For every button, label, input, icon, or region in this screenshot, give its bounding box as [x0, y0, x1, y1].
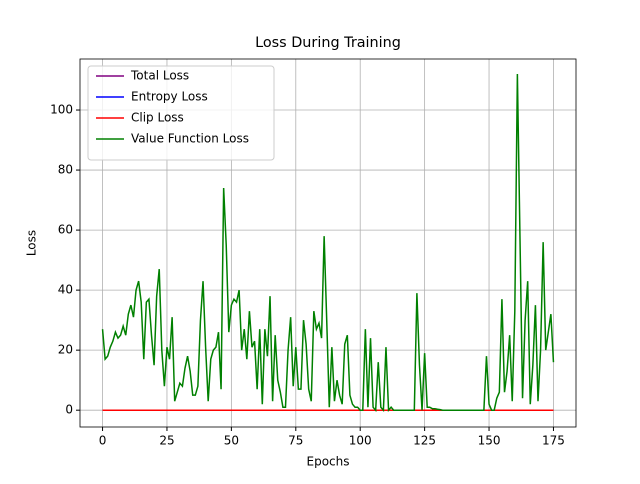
x-tick-label: 0 [99, 434, 107, 448]
legend-box [87, 65, 275, 161]
legend-label: Clip Loss [131, 111, 184, 125]
x-tick-label: 25 [159, 434, 174, 448]
y-tick-label: 0 [65, 403, 73, 417]
y-tick-label: 60 [58, 223, 73, 237]
y-tick-label: 20 [58, 343, 73, 357]
series-line [101, 73, 555, 413]
legend-label: Entropy Loss [131, 90, 208, 104]
y-tick-label: 80 [58, 163, 73, 177]
x-tick-label: 100 [349, 434, 372, 448]
plot-frame [79, 58, 577, 428]
y-tick-label: 100 [50, 103, 73, 117]
x-axis-label: Epochs [307, 455, 350, 469]
x-tick-label: 125 [413, 434, 436, 448]
x-tick-label: 75 [288, 434, 303, 448]
y-tick-label: 40 [58, 283, 73, 297]
x-tick-label: 150 [478, 434, 501, 448]
x-tick-label: 50 [224, 434, 239, 448]
legend-label: Total Loss [130, 69, 189, 83]
y-axis-label: Loss [25, 230, 39, 256]
chart-title: Loss During Training [255, 35, 401, 51]
x-tick-label: 175 [542, 434, 565, 448]
legend-label: Value Function Loss [131, 132, 249, 146]
